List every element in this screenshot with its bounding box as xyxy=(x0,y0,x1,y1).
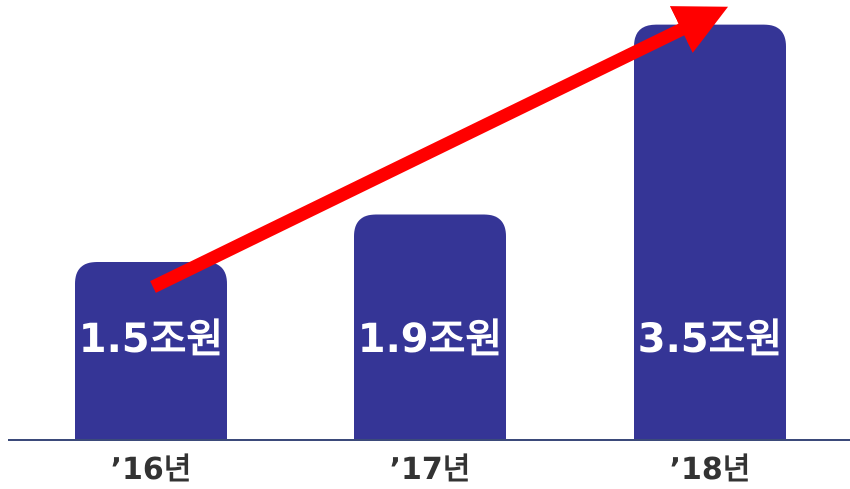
x-tick-label-3: ’18년 xyxy=(670,452,751,487)
bar-2 xyxy=(354,214,506,440)
value-label-2: 1.9조원 xyxy=(358,316,502,362)
x-tick-label-1: ’16년 xyxy=(111,452,192,487)
bar-3 xyxy=(634,24,786,441)
bars-group xyxy=(75,24,786,441)
value-label-1: 1.5조원 xyxy=(79,316,223,362)
x-tick-label-2: ’17년 xyxy=(390,452,471,487)
value-label-3: 3.5조원 xyxy=(638,316,782,362)
trend-arrow xyxy=(150,6,729,293)
value-labels-group: 1.5조원 1.9조원 3.5조원 xyxy=(79,316,782,362)
bar-1 xyxy=(75,262,227,440)
x-tick-labels-group: ’16년 ’17년 ’18년 xyxy=(111,452,751,487)
